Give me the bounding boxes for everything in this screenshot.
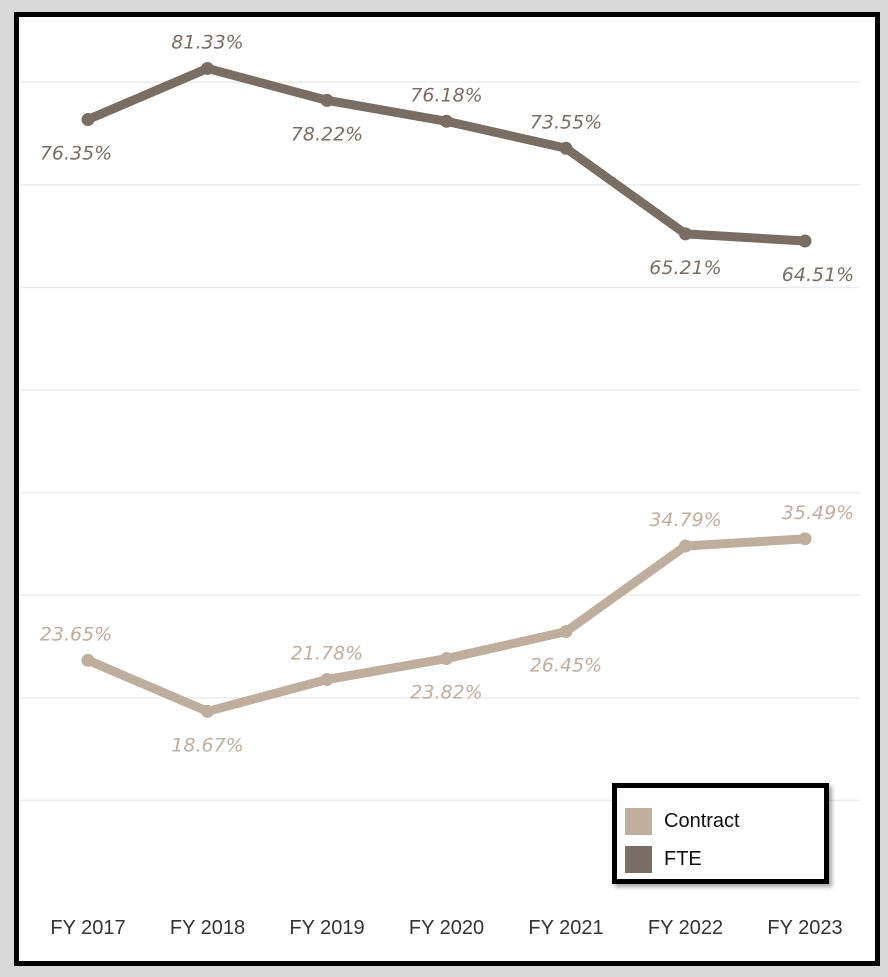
data-label-contract: 34.79% (649, 509, 721, 531)
data-point-fte (679, 227, 692, 241)
data-point-fte (440, 114, 453, 128)
data-label-contract: 35.49% (782, 502, 854, 524)
data-label-contract: 26.45% (530, 655, 602, 677)
data-label-contract: 23.82% (410, 682, 482, 704)
data-labels: 76.35% 81.33% 78.22% 76.18% 73.55% 65.21% 64.5… (40, 31, 854, 756)
data-point-fte (201, 61, 214, 75)
data-label-contract: 21.78% (291, 643, 363, 665)
x-tick-label: FY 2018 (170, 917, 245, 939)
legend: Contract FTE (612, 783, 829, 884)
data-point-contract (798, 532, 812, 546)
x-tick-label: FY 2023 (767, 917, 842, 939)
legend-item-contract: Contract (625, 802, 824, 840)
series-points (81, 61, 812, 718)
legend-swatch-contract (625, 807, 652, 835)
data-label-fte: 78.22% (291, 123, 363, 145)
data-point-fte (320, 93, 334, 107)
x-tick-label: FY 2019 (289, 917, 364, 939)
legend-swatch-fte (625, 845, 652, 873)
gridlines (20, 81, 860, 802)
x-tick-label: FY 2017 (50, 917, 125, 939)
data-point-fte (798, 234, 812, 248)
data-label-fte: 73.55% (530, 111, 602, 133)
data-label-fte: 76.35% (40, 143, 112, 165)
data-point-contract (679, 539, 692, 553)
data-label-contract: 18.67% (171, 734, 243, 756)
data-point-fte (559, 141, 573, 155)
x-axis-ticks: FY 2017 FY 2018 FY 2019 FY 2020 FY 2021 FY 20… (50, 917, 842, 939)
data-point-fte (81, 113, 95, 127)
x-tick-label: FY 2020 (409, 917, 484, 939)
data-point-contract (559, 625, 573, 639)
data-label-fte: 81.33% (171, 31, 243, 53)
data-label-fte: 65.21% (649, 257, 721, 279)
data-label-contract: 23.65% (40, 623, 112, 645)
x-tick-label: FY 2022 (648, 917, 723, 939)
data-label-fte: 64.51% (782, 264, 854, 286)
data-point-contract (81, 653, 95, 667)
legend-label-fte: FTE (664, 847, 702, 870)
data-point-contract (320, 673, 334, 687)
legend-label-contract: Contract (664, 809, 740, 832)
x-tick-label: FY 2021 (528, 917, 603, 939)
legend-item-fte: FTE (625, 840, 824, 878)
data-point-contract (440, 652, 453, 666)
data-label-fte: 76.18% (410, 84, 482, 106)
data-point-contract (201, 704, 214, 718)
